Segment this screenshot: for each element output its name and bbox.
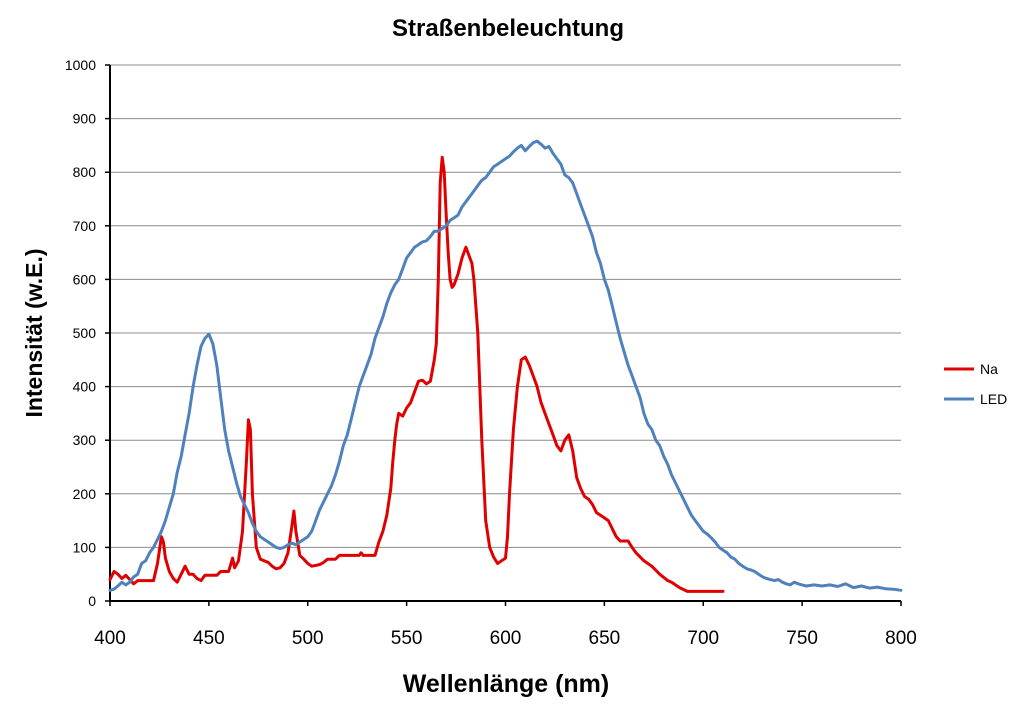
legend-label-led: LED: [980, 391, 1007, 407]
y-tick-label: 300: [73, 432, 97, 448]
x-tick-label: 700: [687, 628, 719, 649]
y-tick-label: 600: [73, 271, 97, 287]
x-tick-label: 550: [391, 628, 423, 649]
x-axis-tick-labels: 400 450 500 550 600 650 700 750 800: [94, 601, 917, 649]
legend-label-na: Na: [980, 361, 998, 377]
y-tick-label: 700: [73, 218, 97, 234]
y-tick-label: 1000: [65, 57, 96, 73]
x-tick-label: 450: [193, 628, 225, 649]
y-axis-tick-labels: 0 100 200 300 400 500 600 700 800 900 1000: [65, 57, 110, 609]
y-tick-label: 0: [88, 593, 96, 609]
y-axis-label: Intensität (w.E.): [21, 248, 47, 417]
y-tick-label: 200: [73, 486, 97, 502]
series-lines: [108, 139, 903, 593]
legend: Na LED: [944, 361, 1007, 407]
gridlines: [110, 64, 901, 548]
chart-title: Straßenbeleuchtung: [392, 15, 624, 42]
x-tick-label: 600: [490, 628, 522, 649]
series-line-na: [108, 155, 725, 593]
x-tick-label: 750: [786, 628, 818, 649]
y-tick-label: 500: [73, 325, 97, 341]
x-tick-label: 800: [885, 628, 917, 649]
y-tick-label: 100: [73, 539, 97, 555]
x-tick-label: 400: [94, 628, 126, 649]
x-axis-label: Wellenlänge (nm): [403, 670, 610, 698]
x-tick-label: 500: [292, 628, 324, 649]
y-tick-label: 900: [73, 111, 97, 127]
x-tick-label: 650: [589, 628, 621, 649]
y-tick-label: 400: [73, 379, 97, 395]
series-line-led: [108, 139, 903, 592]
y-tick-label: 800: [73, 164, 97, 180]
